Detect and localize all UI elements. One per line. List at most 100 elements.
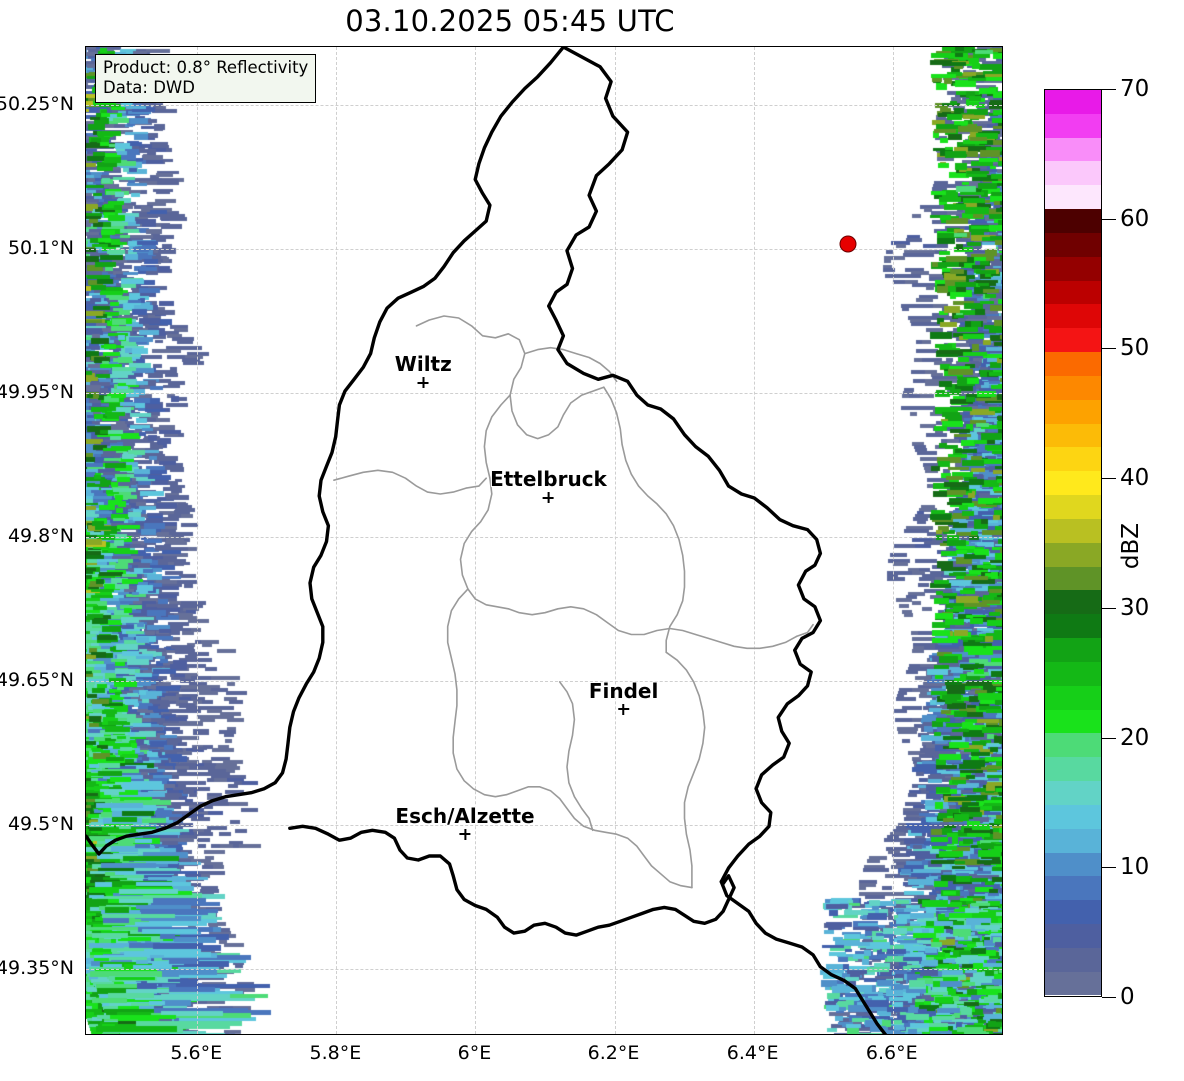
colorbar-segment-18 (1045, 518, 1101, 543)
colorbar-segment-37 (1045, 971, 1101, 996)
colorbar-segment-22 (1045, 614, 1101, 639)
national-border-west (86, 47, 566, 856)
colorbar-segment-23 (1045, 638, 1101, 662)
colorbar-tick-3 (1102, 478, 1116, 480)
colorbar-segment-15 (1045, 447, 1101, 472)
colorbar-segment-0 (1045, 90, 1101, 114)
district-boundary-2 (333, 469, 488, 495)
colorbar-tick-label-3: 40 (1120, 465, 1150, 492)
district-boundary-6 (558, 681, 594, 832)
colorbar-segment-11 (1045, 352, 1101, 376)
colorbar-segment-25 (1045, 685, 1101, 710)
colorbar-tick-1 (1102, 218, 1116, 220)
colorbar-segment-33 (1045, 876, 1101, 901)
x-tick-label-5: 6.6°E (865, 1042, 918, 1064)
colorbar-segment-2 (1045, 137, 1101, 162)
gridline-vertical-1 (336, 47, 338, 1034)
district-boundary-5 (505, 785, 693, 889)
colorbar-segment-34 (1045, 900, 1101, 924)
city-marker-cross-icon (459, 828, 471, 840)
colorbar-tick-label-5: 20 (1120, 724, 1150, 751)
x-tick-label-4: 6.4°E (726, 1042, 779, 1064)
colorbar-segment-5 (1045, 209, 1101, 233)
colorbar-tick-label-0: 70 (1120, 76, 1150, 102)
gridline-horizontal-5 (86, 824, 1002, 826)
y-tick-label-6: 49.35°N (0, 956, 74, 979)
colorbar-tick-label-7: 0 (1120, 984, 1135, 1010)
colorbar-tick-label-1: 60 (1120, 205, 1150, 232)
gridline-vertical-0 (197, 47, 199, 1034)
city-esch-alzette: Esch/Alzette (395, 803, 535, 840)
gridline-vertical-5 (892, 47, 894, 1034)
district-boundary-8 (602, 386, 686, 654)
colorbar (1044, 89, 1102, 997)
colorbar-segment-10 (1045, 328, 1101, 353)
city-marker-cross-icon (618, 703, 630, 715)
gridline-horizontal-6 (86, 968, 1002, 970)
colorbar-segment-19 (1045, 542, 1101, 567)
x-tick-label-3: 6.2°E (587, 1042, 640, 1064)
colorbar-unit-label: dBZ (1118, 522, 1144, 570)
y-tick-label-1: 50.1°N (7, 236, 74, 259)
colorbar-tick-4 (1102, 607, 1116, 609)
colorbar-segment-29 (1045, 781, 1101, 805)
info-product-line: Product: 0.8° Reflectivity (103, 58, 309, 77)
colorbar-segment-21 (1045, 590, 1101, 615)
info-box: Product: 0.8° Reflectivity Data: DWD (95, 54, 317, 104)
colorbar-segment-30 (1045, 804, 1101, 829)
colorbar-tick-0 (1102, 89, 1116, 90)
colorbar-segment-27 (1045, 733, 1101, 758)
radar-reflectivity-layer (86, 47, 1002, 1034)
colorbar-segment-32 (1045, 852, 1101, 877)
gridline-vertical-4 (753, 47, 755, 1034)
national-border-east (547, 47, 888, 1034)
colorbar-segment-16 (1045, 471, 1101, 496)
colorbar-tick-label-2: 50 (1120, 335, 1150, 362)
y-tick-label-2: 49.95°N (0, 380, 74, 403)
colorbar-segment-20 (1045, 566, 1101, 591)
city-label: Wiltz (394, 352, 452, 377)
colorbar-segment-17 (1045, 495, 1101, 519)
district-boundary-0 (415, 315, 605, 440)
gridline-horizontal-1 (86, 248, 1002, 250)
radar-station-marker[interactable] (839, 235, 857, 253)
district-boundary-1 (459, 394, 511, 610)
district-boundary-9 (523, 346, 618, 383)
colorbar-tick-7 (1102, 997, 1116, 998)
x-tick-label-1: 5.8°E (309, 1042, 362, 1064)
radar-map-plot[interactable]: Wiltz Ettelbruck Findel Esch/Alzette Produc… (85, 46, 1003, 1035)
district-boundary-10 (795, 623, 814, 638)
colorbar-segment-3 (1045, 161, 1101, 186)
colorbar-tick-label-6: 10 (1120, 854, 1150, 881)
x-tick-label-0: 5.6°E (170, 1042, 223, 1064)
city-label: Findel (588, 678, 659, 703)
colorbar-segment-7 (1045, 256, 1101, 281)
colorbar-segment-14 (1045, 423, 1101, 448)
colorbar-segment-6 (1045, 232, 1101, 257)
y-tick-label-0: 50.25°N (0, 92, 74, 115)
gridline-horizontal-4 (86, 680, 1002, 682)
city-findel: Findel (588, 678, 659, 715)
national-border-south (288, 824, 736, 937)
city-ettelbruck: Ettelbruck (490, 467, 607, 504)
colorbar-segment-31 (1045, 828, 1101, 853)
colorbar-segment-24 (1045, 661, 1101, 686)
plot-inner: Wiltz Ettelbruck Findel Esch/Alzette Produc… (86, 47, 1002, 1034)
x-tick-label-2: 6°E (457, 1042, 492, 1064)
y-tick-label-3: 49.8°N (7, 524, 74, 547)
gridline-vertical-3 (614, 47, 616, 1034)
city-label: Esch/Alzette (395, 803, 535, 828)
colorbar-segment-4 (1045, 185, 1101, 210)
colorbar-segment-9 (1045, 304, 1101, 329)
colorbar-tick-2 (1102, 348, 1116, 350)
page-title: 03.10.2025 05:45 UTC (345, 4, 675, 38)
city-marker-cross-icon (542, 492, 554, 504)
district-boundary-3 (507, 605, 798, 650)
colorbar-tick-6 (1102, 867, 1116, 869)
colorbar-segment-8 (1045, 280, 1101, 305)
map-boundaries (86, 47, 888, 1034)
colorbar-segment-35 (1045, 923, 1101, 948)
gridline-horizontal-2 (86, 392, 1002, 394)
gridline-horizontal-3 (86, 536, 1002, 538)
y-tick-label-5: 49.5°N (7, 812, 74, 835)
